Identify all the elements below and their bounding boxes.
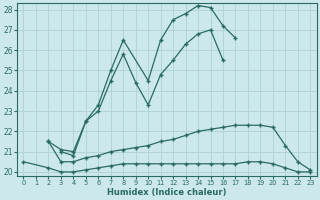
X-axis label: Humidex (Indice chaleur): Humidex (Indice chaleur) (107, 188, 227, 197)
